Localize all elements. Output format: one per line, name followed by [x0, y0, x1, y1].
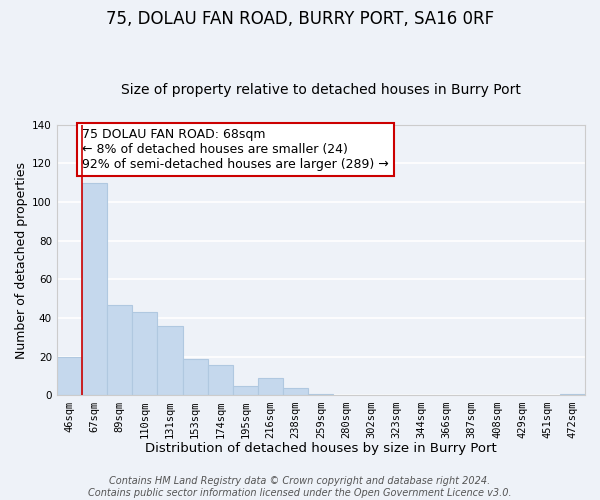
- Bar: [107, 304, 132, 396]
- Bar: [258, 378, 283, 396]
- Text: 75, DOLAU FAN ROAD, BURRY PORT, SA16 0RF: 75, DOLAU FAN ROAD, BURRY PORT, SA16 0RF: [106, 10, 494, 28]
- Text: 75 DOLAU FAN ROAD: 68sqm
← 8% of detached houses are smaller (24)
92% of semi-de: 75 DOLAU FAN ROAD: 68sqm ← 8% of detache…: [82, 128, 389, 172]
- Title: Size of property relative to detached houses in Burry Port: Size of property relative to detached ho…: [121, 83, 521, 97]
- Bar: [57, 357, 82, 396]
- Bar: [132, 312, 157, 396]
- Text: Contains HM Land Registry data © Crown copyright and database right 2024.
Contai: Contains HM Land Registry data © Crown c…: [88, 476, 512, 498]
- Bar: [283, 388, 308, 396]
- Bar: [182, 358, 208, 396]
- X-axis label: Distribution of detached houses by size in Burry Port: Distribution of detached houses by size …: [145, 442, 497, 455]
- Y-axis label: Number of detached properties: Number of detached properties: [15, 162, 28, 358]
- Bar: [208, 364, 233, 396]
- Bar: [560, 394, 585, 396]
- Bar: [82, 182, 107, 396]
- Bar: [233, 386, 258, 396]
- Bar: [157, 326, 182, 396]
- Bar: [308, 394, 334, 396]
